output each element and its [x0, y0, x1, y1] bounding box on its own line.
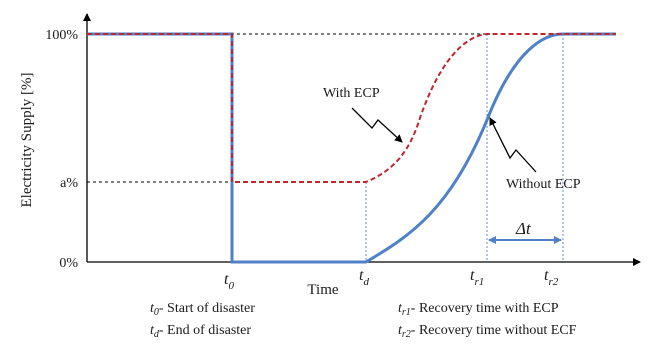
y-axis-title: Electricity Supply [%] — [19, 73, 35, 208]
legend-left: t0- Start of disaster td- End of disaste… — [150, 300, 255, 344]
marker-tr1: tr1 — [470, 267, 484, 288]
curve-without-ecp — [87, 32, 616, 264]
marker-tr2: tr2 — [544, 267, 559, 288]
label-with-ecp: With ECP — [323, 86, 380, 101]
marker-t0: t0 — [224, 271, 234, 292]
delta-t-label: Δt — [515, 219, 532, 238]
y-tick-100: 100% — [45, 28, 78, 43]
legend-item-td: td- End of disaster — [150, 323, 252, 340]
arrow-without-ecp — [489, 117, 537, 173]
marker-td: td — [359, 267, 369, 288]
arrow-with-ecp — [351, 107, 403, 143]
x-axis-title: Time — [307, 282, 338, 298]
legend-item-tr1: tr1- Recovery time with ECP — [398, 301, 559, 318]
label-without-ecp: Without ECP — [506, 177, 581, 192]
legend-right: tr1- Recovery time with ECP tr2- Recover… — [398, 300, 576, 344]
svg-text:tr2: tr2 — [544, 267, 559, 288]
svg-text:td: td — [359, 267, 369, 288]
curve-with-ecp — [87, 33, 616, 183]
svg-text:tr1: tr1 — [470, 267, 484, 288]
y-tick-a: a% — [60, 176, 78, 191]
legend-item-t0: t0- Start of disaster — [150, 301, 255, 318]
legend-item-tr2: tr2- Recovery time without ECF — [398, 323, 577, 340]
svg-text:t0: t0 — [224, 271, 234, 292]
y-tick-0: 0% — [59, 256, 78, 271]
